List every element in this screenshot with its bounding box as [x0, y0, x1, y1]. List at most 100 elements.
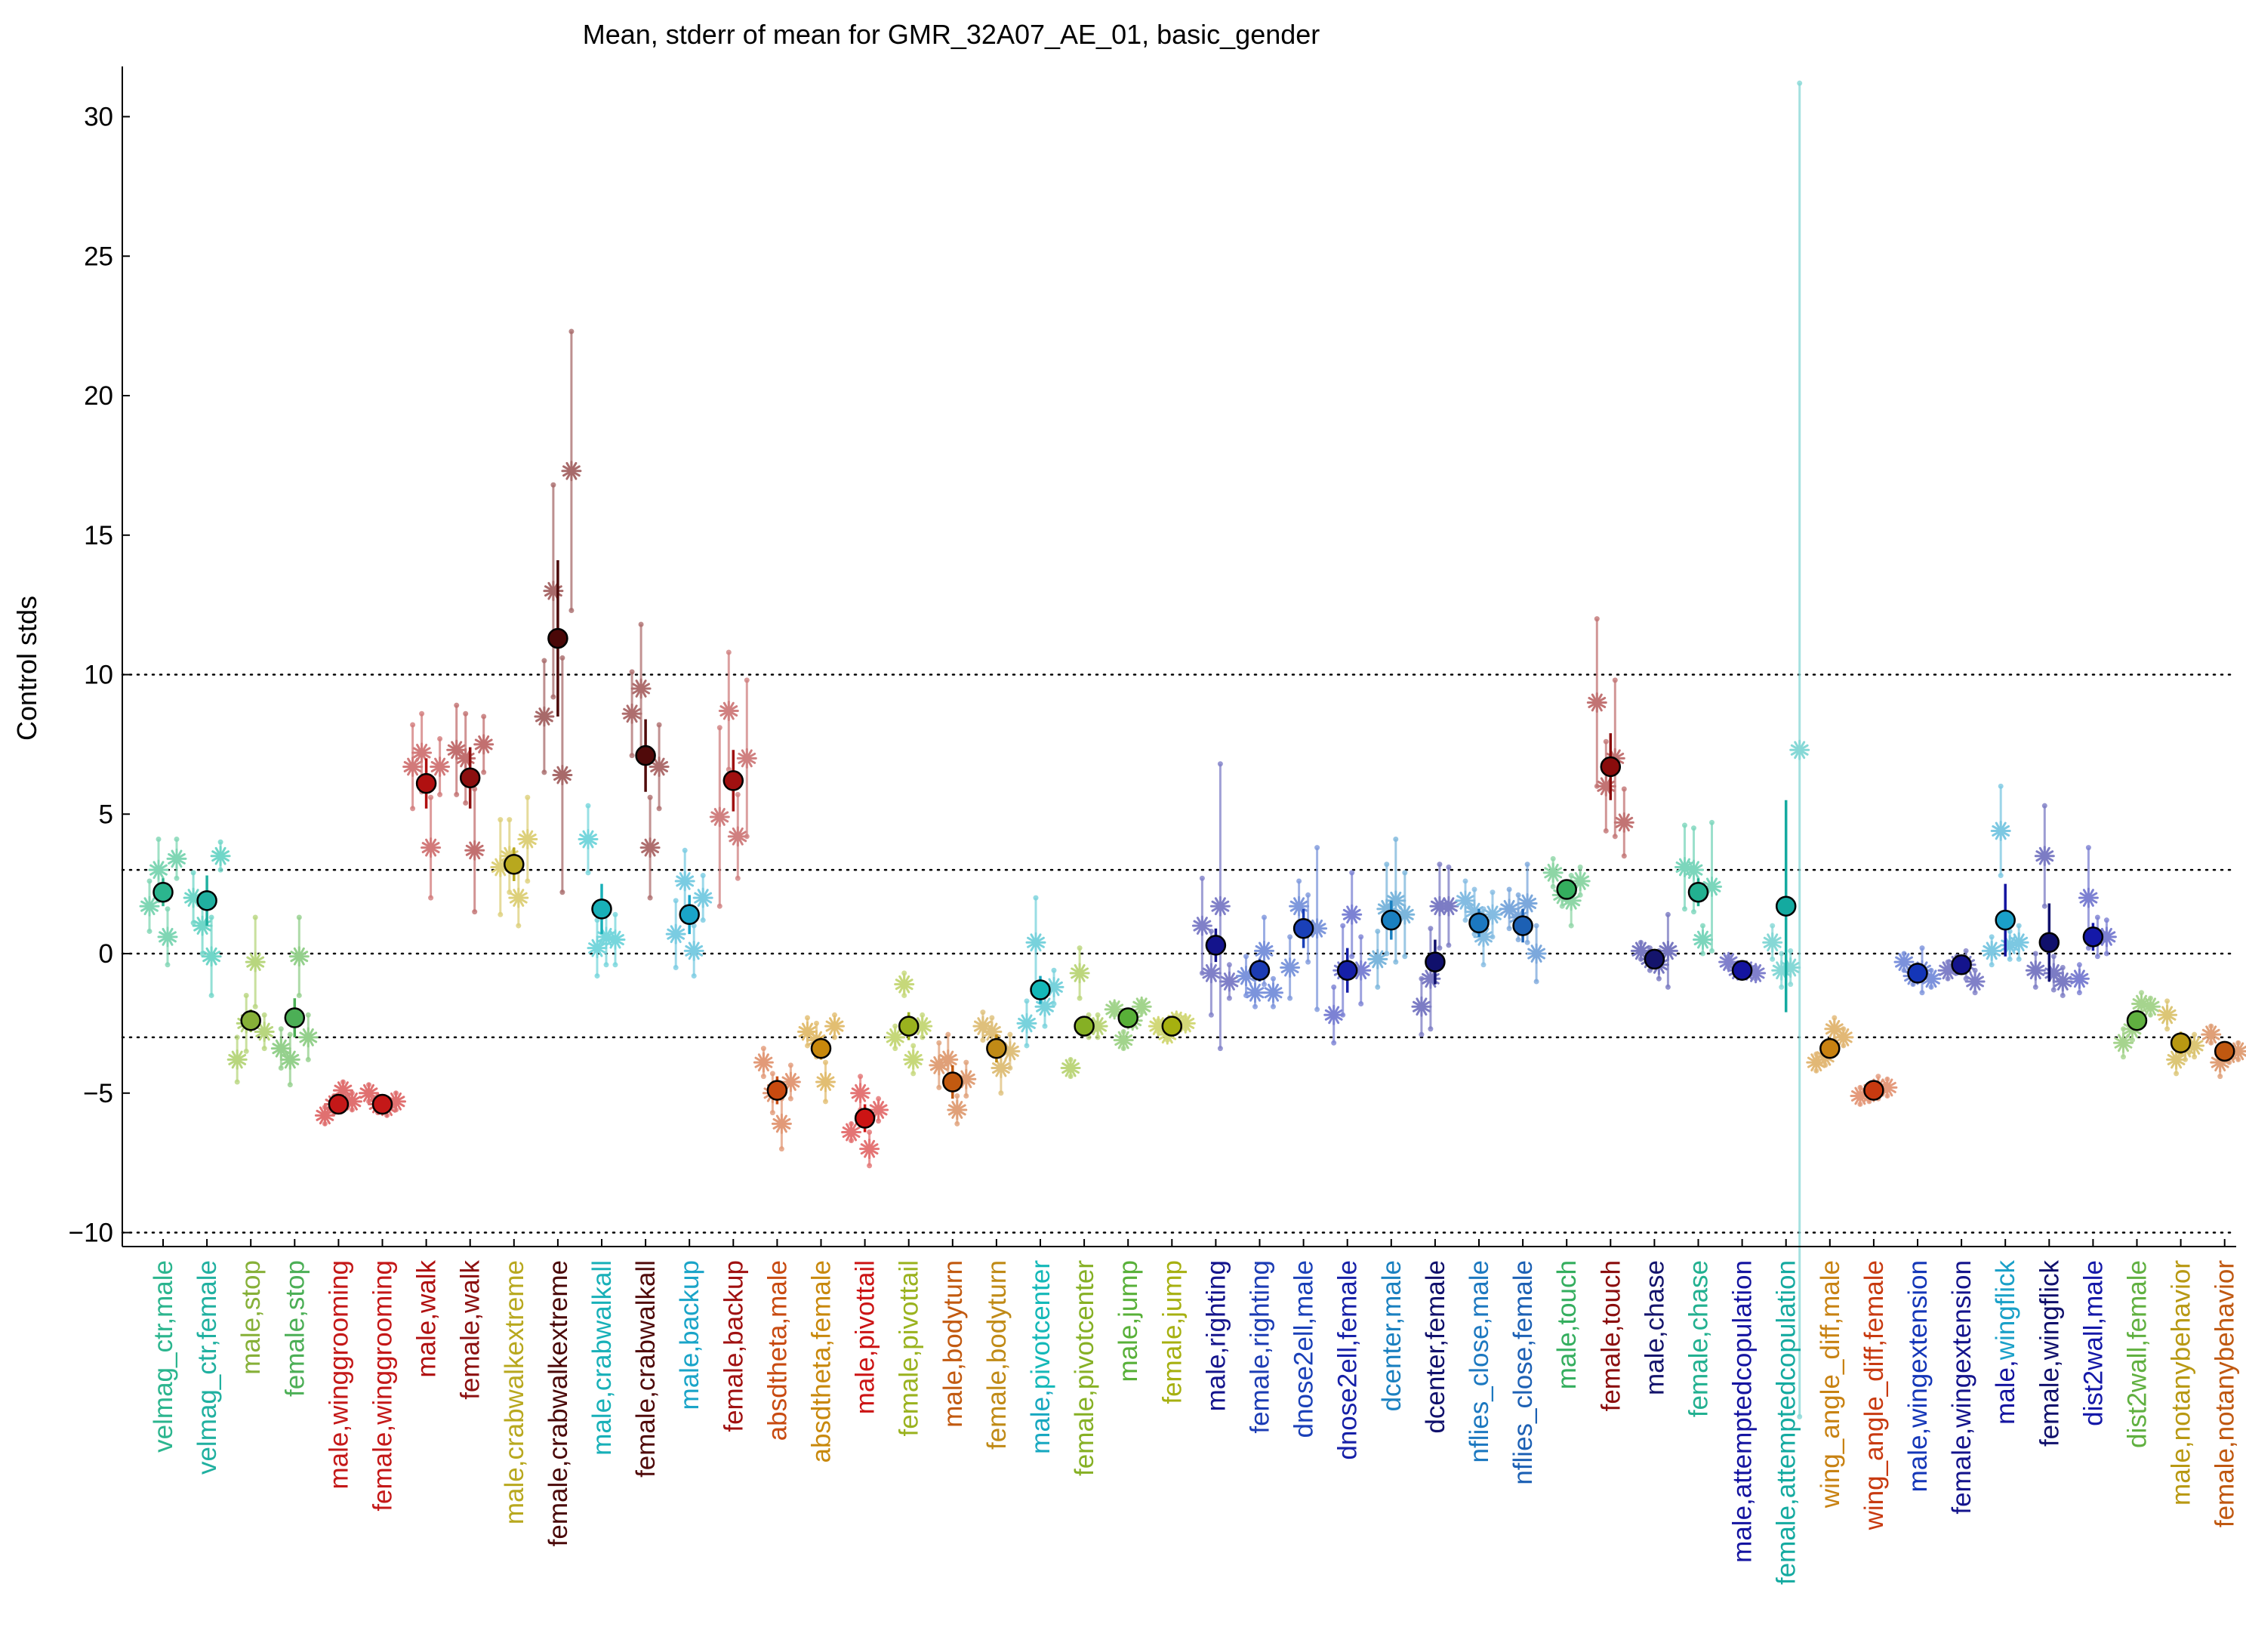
x-tick-label: male,pivottail — [851, 1260, 880, 1414]
mean-point — [986, 1037, 1007, 1059]
sample-error-cap — [1296, 878, 1302, 884]
mean-point — [1907, 963, 1928, 984]
sample-error-cap — [1682, 906, 1687, 912]
sample-star-stroke — [907, 1050, 920, 1069]
x-tick-label: female,bodyturn — [982, 1260, 1012, 1450]
mean-point — [2214, 1040, 2235, 1062]
sample-error-cap — [217, 867, 223, 873]
x-tick-label: female,pivotcenter — [1070, 1260, 1099, 1476]
sample-error-cap — [1533, 923, 1539, 929]
mean-point — [1687, 881, 1709, 903]
sample-star — [1209, 895, 1231, 917]
sample-star — [1200, 963, 1222, 984]
sample-error-cap — [823, 1059, 828, 1065]
sample-error-cap — [744, 834, 750, 840]
mean-point — [1030, 979, 1051, 1000]
sample-error-cap — [2060, 964, 2066, 970]
x-tick-label-part: male,crabwalkall — [587, 1260, 617, 1456]
mean-point — [2038, 932, 2060, 953]
sample-error-cap — [437, 791, 443, 797]
sample-error-cap — [1709, 948, 1715, 954]
x-tick-label: wing_angle_diff,male — [1816, 1260, 1845, 1509]
sample-star-stroke — [784, 1073, 796, 1091]
sample-error-cap — [1989, 962, 1995, 968]
sample-star — [430, 756, 451, 777]
sample-star — [192, 915, 213, 936]
sample-error-cap — [1384, 951, 1390, 957]
x-tick-label: male,pivotcenter — [1026, 1260, 1055, 1454]
sample-error-cap — [165, 906, 171, 912]
sample-error-cap — [208, 992, 214, 998]
sample-error-cap — [901, 992, 907, 998]
sample-star-stroke — [1574, 872, 1586, 890]
sample-error-cap — [585, 803, 591, 809]
sample-error-cap — [1682, 822, 1687, 828]
sample-error-cap — [2016, 956, 2022, 962]
sample-star-stroke — [2013, 933, 2025, 952]
sample-error-cap — [1471, 886, 1477, 892]
sample-error-cap — [778, 1146, 784, 1152]
x-tick-label-part: dist2wall,male — [2078, 1260, 2108, 1426]
sample-error-cap — [1963, 948, 1969, 954]
sample-star-stroke — [2232, 1042, 2244, 1061]
sample-star-stroke — [434, 757, 446, 776]
sample-error-cap — [1024, 998, 1030, 1004]
sample-error-cap — [823, 1099, 828, 1105]
sample-star — [797, 1021, 818, 1042]
x-tick-label: dist2wall,male — [2078, 1260, 2108, 1426]
sample-star-stroke — [1688, 861, 1699, 880]
sample-error-cap — [507, 817, 513, 823]
sample-star-stroke — [1214, 897, 1226, 916]
chart-title: Mean, stderr of mean for GMR_32A07_AE_01… — [583, 19, 1320, 50]
sample-star — [859, 1139, 880, 1160]
sample-star — [1367, 948, 1388, 969]
sample-star-stroke — [2205, 1025, 2217, 1044]
sample-error-cap — [1524, 861, 1530, 868]
x-tick-label: male,righting — [1201, 1260, 1231, 1411]
x-tick-label-part: dcenter,male — [1377, 1260, 1406, 1411]
sample-error-cap — [963, 1059, 969, 1065]
x-tick-label: male,stop — [236, 1260, 266, 1375]
mean-point — [1600, 756, 1622, 778]
x-tick-label: female,crabwalkextreme — [544, 1260, 573, 1546]
sample-star-stroke — [143, 897, 156, 916]
sample-star — [1613, 812, 1634, 833]
sample-error-cap — [1331, 984, 1337, 990]
y-tick-label: 30 — [84, 103, 113, 132]
sample-error-cap — [769, 1071, 775, 1077]
sample-star — [1323, 1004, 1345, 1025]
mean-point — [1336, 960, 1358, 981]
sample-error-cap — [892, 1046, 898, 1052]
sample-error-cap — [769, 1110, 775, 1116]
sample-error-cap — [1340, 1012, 1346, 1018]
x-tick-label: absdtheta,female — [807, 1260, 836, 1463]
sample-star — [1684, 859, 1704, 880]
sample-star — [157, 926, 178, 948]
sample-star-stroke — [249, 953, 261, 971]
sample-star — [1595, 775, 1616, 797]
sample-star — [1762, 932, 1783, 953]
sample-star — [1104, 999, 1125, 1020]
sample-error-cap — [1797, 1413, 1803, 1419]
sample-star — [1420, 968, 1441, 989]
sample-star-stroke — [565, 461, 578, 480]
sample-error-cap — [936, 1040, 942, 1046]
sample-error-cap — [1788, 982, 1794, 988]
x-tick-label-part: velmag_ctr,male — [149, 1260, 178, 1453]
sample-star-stroke — [951, 1101, 963, 1119]
sample-star — [727, 826, 748, 847]
sample-star-stroke — [547, 581, 559, 600]
sample-error-cap — [2041, 803, 2047, 809]
x-tick-label-part: absdtheta,male — [763, 1260, 792, 1441]
sample-error-cap — [410, 722, 416, 728]
x-tick-label-part: male, — [1026, 1389, 1055, 1454]
sample-star — [885, 1027, 906, 1048]
sample-error-cap — [1919, 990, 1925, 996]
mean-point — [1425, 951, 1446, 972]
sample-star — [1438, 895, 1459, 917]
sample-star-stroke — [1399, 905, 1411, 924]
sample-star-stroke — [2100, 927, 2112, 946]
sample-star-stroke — [162, 927, 174, 946]
x-tick-label-part: male,winggrooming — [324, 1260, 353, 1489]
sample-star-stroke — [1092, 1017, 1104, 1035]
